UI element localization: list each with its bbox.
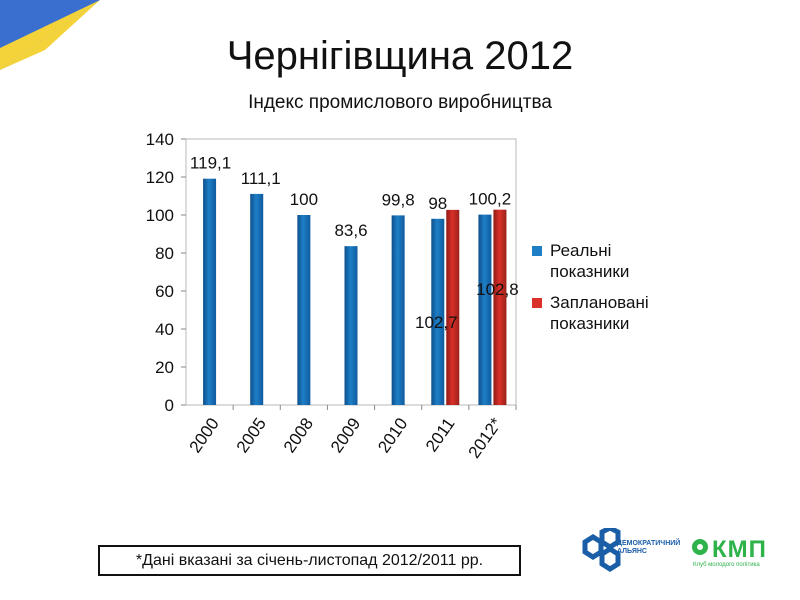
data-label-real: 98 <box>428 194 447 213</box>
flag-decoration <box>0 0 100 70</box>
data-label-real: 100,2 <box>469 190 512 209</box>
x-tick-label: 2000 <box>186 414 223 456</box>
data-label-real: 111,1 <box>241 169 281 188</box>
bar-planned <box>493 209 507 405</box>
legend-swatch-planned <box>532 298 542 308</box>
y-tick-label: 0 <box>165 396 174 415</box>
y-tick-label: 60 <box>155 282 174 301</box>
democratic-alliance-logo-icon <box>582 528 621 572</box>
legend-label-real: Реальні показники <box>550 241 630 281</box>
bar-planned <box>446 209 460 405</box>
bar-real <box>203 178 217 405</box>
x-tick-label: 2005 <box>233 414 270 456</box>
y-tick-label: 120 <box>146 168 174 187</box>
legend-item-real: Реальні показники <box>532 240 682 282</box>
data-label-real: 100 <box>290 190 318 209</box>
x-tick-label: 2009 <box>327 414 364 456</box>
y-tick-label: 40 <box>155 320 174 339</box>
legend-swatch-real <box>532 246 542 256</box>
data-label-planned: 102,7 <box>415 313 458 332</box>
data-label-real: 83,6 <box>334 221 367 240</box>
data-label-real: 119,1 <box>190 154 231 173</box>
data-label-real: 99,8 <box>382 190 415 209</box>
bar-real <box>250 193 264 405</box>
slide-subtitle: Індекс промислового виробництва <box>248 92 552 113</box>
y-tick-label: 140 <box>146 130 174 149</box>
y-tick-label: 100 <box>146 206 174 225</box>
bar-real <box>391 215 405 405</box>
kmp-logo-text: КМП <box>712 536 767 563</box>
bar-real <box>297 215 311 405</box>
x-tick-label: 2011 <box>422 414 459 455</box>
x-tick-label: 2008 <box>280 414 317 456</box>
data-label-planned: 102,8 <box>476 280 519 299</box>
bar-real <box>344 246 358 405</box>
x-tick-label: 2012* <box>465 414 506 462</box>
slide-title: Чернігівщина 2012 <box>226 34 574 78</box>
x-tick-label: 2010 <box>374 414 411 456</box>
democratic-alliance-logo-text: ДЕМОКРАТИЧНИЙ АЛЬЯНС <box>617 540 681 555</box>
y-tick-label: 80 <box>155 244 174 263</box>
legend-item-planned: Заплановані показники <box>532 292 682 334</box>
bar-real <box>431 218 445 405</box>
legend-label-planned: Заплановані показники <box>550 293 649 333</box>
y-tick-label: 20 <box>155 358 174 377</box>
footnote: *Дані вказані за січень-листопад 2012/20… <box>98 545 521 576</box>
kmp-logo-icon <box>692 539 708 555</box>
bar-real <box>478 214 492 405</box>
kmp-logo-subtext: Клуб молодого політика <box>693 562 760 568</box>
chart-legend: Реальні показники Заплановані показники <box>532 240 682 344</box>
